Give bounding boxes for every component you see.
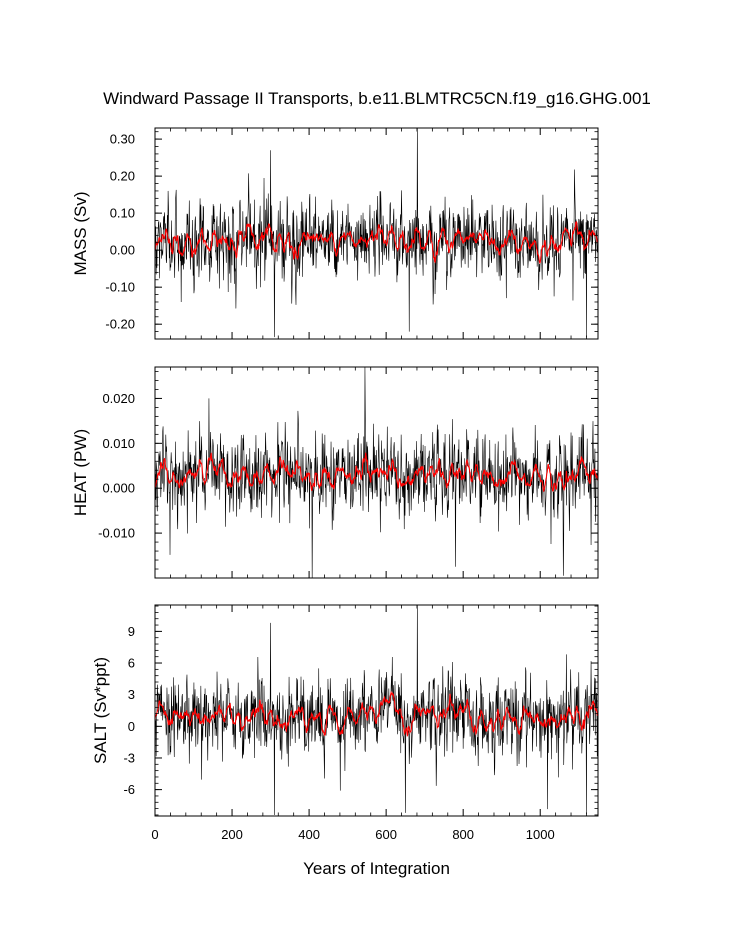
x-axis-label: Years of Integration	[303, 859, 450, 878]
y-tick-label: -0.20	[105, 317, 135, 332]
panels: -0.20 -0.10 0.00 0.10 0.20 0.30 MASS (Sv) -0.01…	[71, 127, 599, 878]
y-tick-label: 0.010	[102, 436, 135, 451]
series-annual	[155, 128, 598, 338]
series-annual	[155, 367, 598, 578]
panel-heat: -0.010 0.000 0.010 0.020 HEAT (PW)	[71, 366, 599, 579]
plot-frame	[154, 127, 599, 340]
y-tick-label: 3	[128, 687, 135, 702]
series-smoothed	[155, 221, 598, 264]
y-axis-label: SALT (Sv*ppt)	[91, 657, 110, 764]
plot-frame	[154, 366, 599, 579]
y-tick-label: 0.00	[110, 243, 135, 258]
x-tick-label: 200	[221, 827, 243, 842]
y-tick-label: -6	[123, 782, 135, 797]
y-tick-label: 0.10	[110, 206, 135, 221]
y-tick-label: -0.10	[105, 280, 135, 295]
y-tick-label: 0.20	[110, 169, 135, 184]
plot-frame	[154, 604, 599, 817]
x-tick-label: 800	[452, 827, 474, 842]
y-tick-label: 0.000	[102, 481, 135, 496]
x-tick-label: 600	[375, 827, 397, 842]
x-tick-label: 400	[298, 827, 320, 842]
panel-salt: -6 -3 0 3 6 9 SALT (Sv*ppt) 0 200 400 600 800 1000 Ye…	[91, 604, 599, 878]
x-tick-label: 1000	[526, 827, 555, 842]
y-axis-label: MASS (Sv)	[71, 191, 90, 275]
series-annual	[155, 605, 598, 815]
y-tick-label: 9	[128, 624, 135, 639]
panel-mass: -0.20 -0.10 0.00 0.10 0.20 0.30 MASS (Sv)	[71, 127, 599, 340]
series-smoothed	[155, 690, 598, 737]
x-tick-label: 0	[151, 827, 158, 842]
y-tick-label: -3	[123, 750, 135, 765]
y-tick-label: 0	[128, 719, 135, 734]
y-tick-label: 0.30	[110, 132, 135, 147]
y-tick-label: 0.020	[102, 391, 135, 406]
y-axis-label: HEAT (PW)	[71, 429, 90, 516]
series-smoothed	[155, 452, 598, 492]
y-tick-label: -0.010	[98, 526, 135, 541]
y-tick-label: 6	[128, 656, 135, 671]
chart-title: Windward Passage II Transports, b.e11.BL…	[103, 89, 651, 108]
